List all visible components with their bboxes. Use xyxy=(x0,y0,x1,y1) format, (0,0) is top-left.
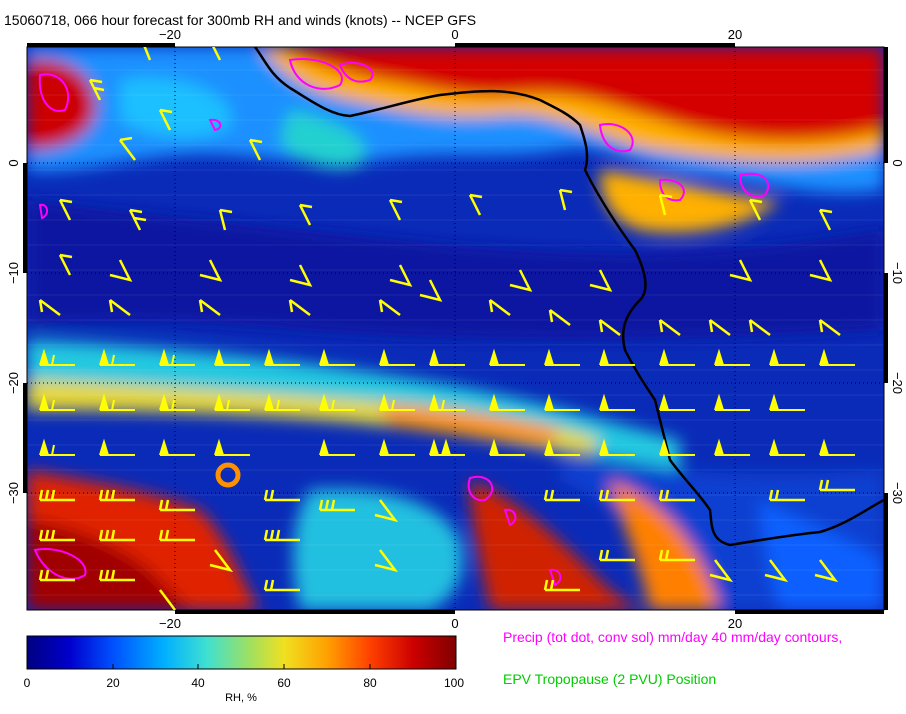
wind-barbs-flagged xyxy=(39,348,855,456)
page-title: 15060718, 066 hour forecast for 300mb RH… xyxy=(4,12,477,28)
wind-barbs-south xyxy=(38,479,855,610)
colorbar-label-100: 100 xyxy=(443,676,465,690)
lon-tick-bottom-1: −20 xyxy=(159,616,181,631)
lat-tick-left-3: −20 xyxy=(6,372,21,394)
lon-ticks-top: −20 0 20 xyxy=(159,27,742,42)
lat-tick-right-1: 0 xyxy=(890,159,905,166)
lat-tick-left-2: −10 xyxy=(6,262,21,284)
lat-tick-right-4: −30 xyxy=(890,482,905,504)
coastline xyxy=(254,47,884,547)
lat-ticks-left: 0 −10 −20 −30 xyxy=(6,159,21,504)
colorbar xyxy=(26,635,457,670)
colorbar-label-0: 0 xyxy=(23,676,31,690)
lon-tick-top-2: 0 xyxy=(451,27,458,42)
lat-tick-left-4: −30 xyxy=(6,482,21,504)
rh-field xyxy=(27,47,884,610)
colorbar-title: RH, % xyxy=(225,692,257,704)
small-ring xyxy=(215,462,241,488)
lon-tick-bottom-2: 0 xyxy=(451,616,458,631)
wind-barbs xyxy=(38,47,841,336)
colorbar-label-60: 60 xyxy=(277,676,291,690)
lon-tick-bottom-3: 20 xyxy=(728,616,742,631)
colorbar-label-80: 80 xyxy=(363,676,377,690)
map-frame-bars xyxy=(23,43,888,614)
lon-tick-top-3: 20 xyxy=(728,27,742,42)
lat-tick-right-3: −20 xyxy=(890,372,905,394)
colorbar-label-40: 40 xyxy=(191,676,205,690)
precip-contours xyxy=(33,58,770,587)
legend-epv: EPV Tropopause (2 PVU) Position xyxy=(503,671,717,687)
lat-tick-right-2: −10 xyxy=(890,262,905,284)
colorbar-label-20: 20 xyxy=(106,676,120,690)
lat-tick-left-1: 0 xyxy=(6,159,21,166)
lon-ticks-bottom: −20 0 20 xyxy=(159,616,742,631)
lon-tick-top-1: −20 xyxy=(159,27,181,42)
lat-ticks-right: 0 −10 −20 −30 xyxy=(890,159,905,504)
legend-precip: Precip (tot dot, conv sol) mm/day 40 mm/… xyxy=(503,629,843,645)
